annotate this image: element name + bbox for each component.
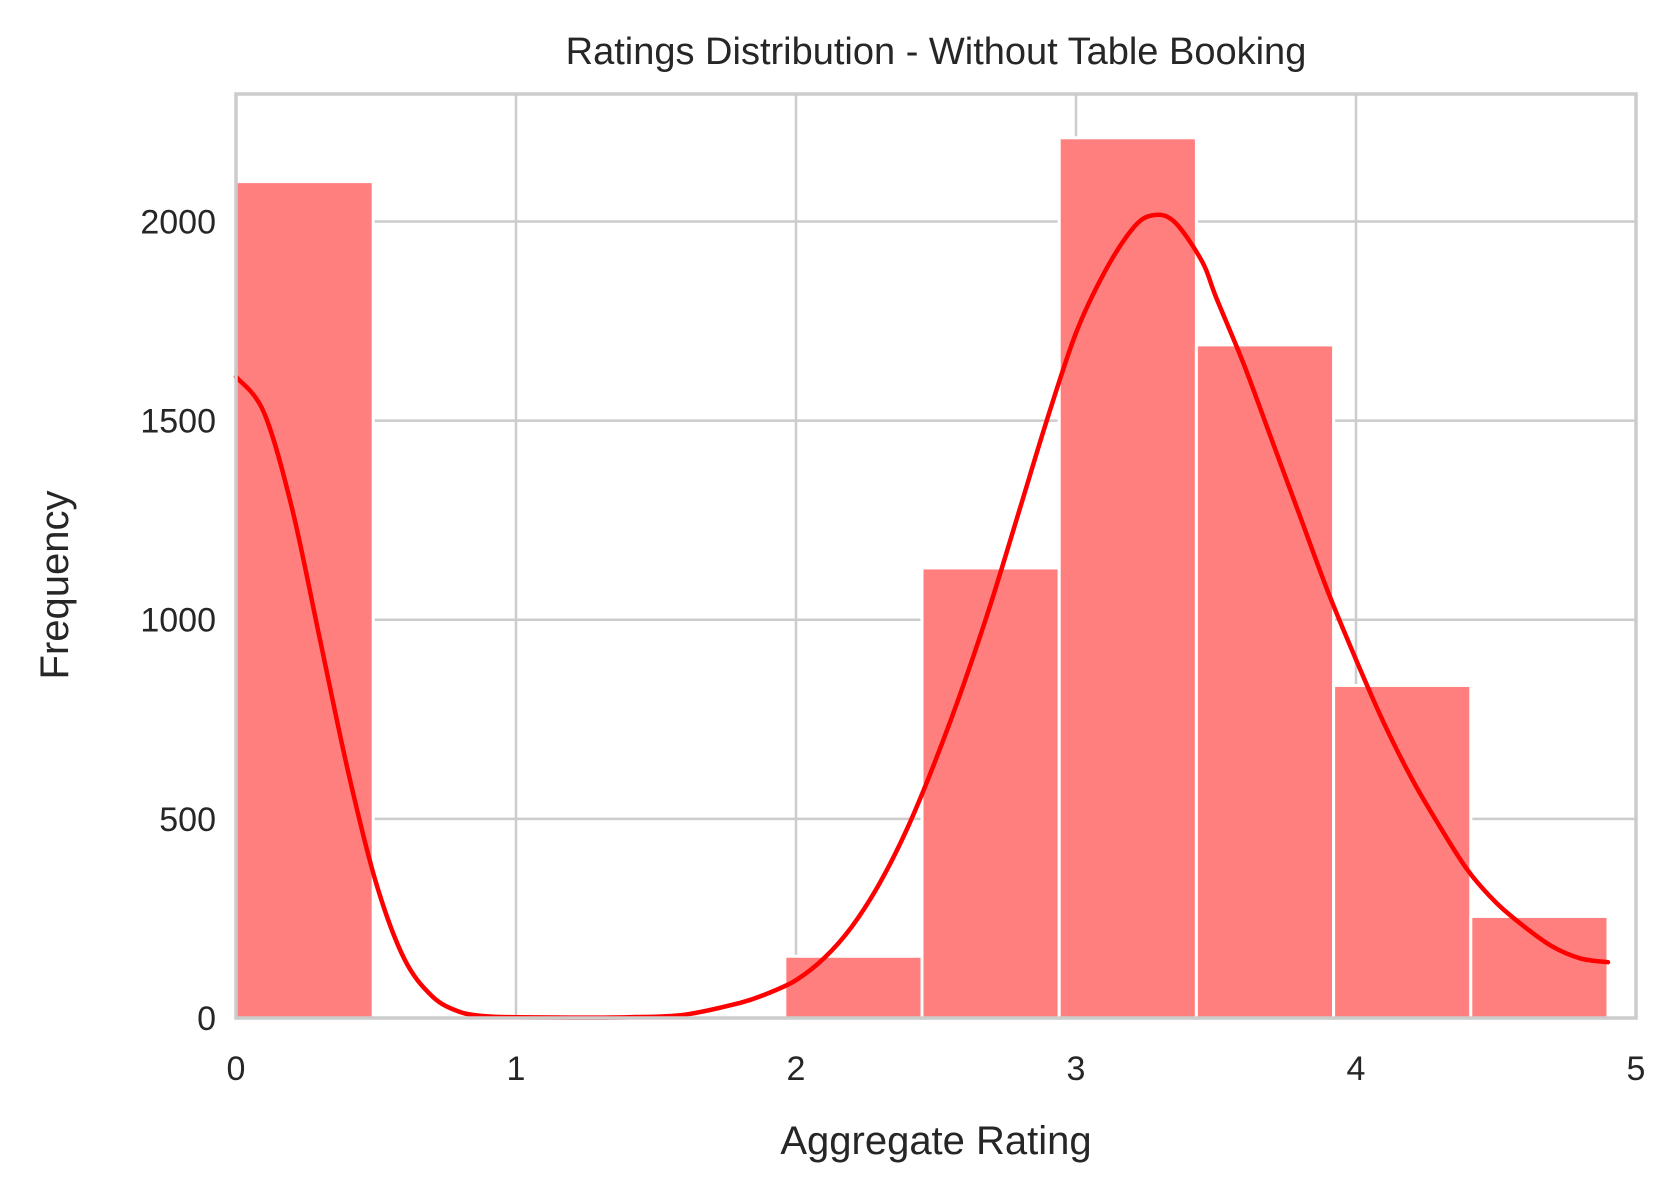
- x-tick-label: 1: [507, 1050, 526, 1088]
- plot-frame: [234, 92, 1638, 1020]
- x-tick-label: 4: [1347, 1050, 1366, 1088]
- histogram-bar: [1469, 914, 1610, 1020]
- y-tick-label: 0: [197, 1000, 216, 1038]
- y-tick-label: 2000: [140, 203, 216, 241]
- x-tick-label: 0: [227, 1050, 246, 1088]
- histogram-bars: [234, 136, 1610, 1020]
- x-axis-label: Aggregate Rating: [780, 1119, 1091, 1163]
- chart-title: Ratings Distribution - Without Table Boo…: [566, 31, 1307, 73]
- y-axis-label: Frequency: [33, 491, 77, 680]
- histogram-bar: [234, 180, 375, 1020]
- histogram-bar: [1194, 343, 1336, 1020]
- histogram-bar: [920, 566, 1061, 1020]
- y-tick-label: 1500: [140, 403, 216, 441]
- histogram-bar: [783, 954, 924, 1020]
- y-tick-label: 1000: [140, 602, 216, 640]
- x-tick-label: 2: [787, 1050, 806, 1088]
- x-tick-label: 3: [1067, 1050, 1086, 1088]
- y-tick-labels: 0 500 1000 1500 2000: [140, 203, 216, 1038]
- x-tick-labels: 0 1 2 3 4 5: [227, 1050, 1646, 1088]
- histogram-bar: [1332, 683, 1473, 1020]
- histogram-bar: [1057, 136, 1198, 1020]
- y-tick-label: 500: [159, 801, 216, 839]
- x-tick-label: 5: [1627, 1050, 1646, 1088]
- kde-curve: [233, 212, 1611, 1020]
